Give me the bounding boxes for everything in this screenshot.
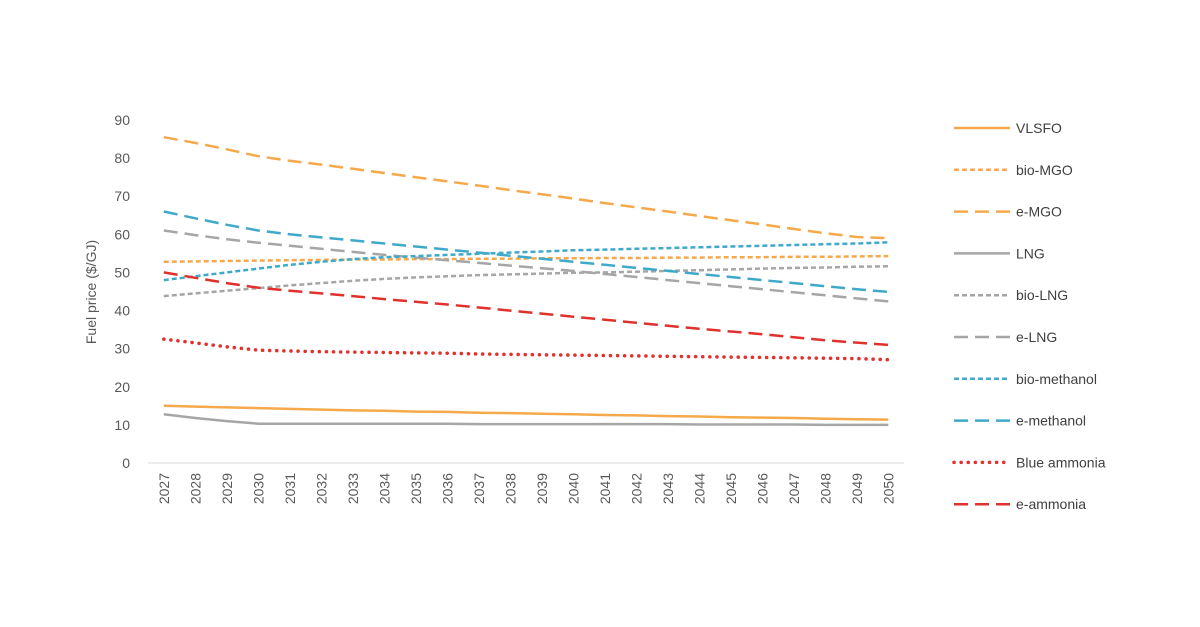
y-tick-label: 0 <box>122 455 130 471</box>
series-line-e-mgo <box>163 135 889 240</box>
x-tick-label: 2032 <box>313 473 329 504</box>
x-tick-label: 2047 <box>786 473 802 504</box>
x-tick-label: 2042 <box>628 473 644 504</box>
x-tick-label: 2031 <box>282 473 298 504</box>
y-tick-label: 70 <box>114 188 130 204</box>
x-tick-label: 2050 <box>880 473 896 504</box>
x-tick-label: 2029 <box>219 473 235 504</box>
x-tick-labels: 2027 2028 2029 2030 2031 2032 2033 2034 2035 2036… <box>156 473 897 504</box>
x-tick-label: 2043 <box>660 473 676 504</box>
series-line-e-ammonia <box>163 271 889 347</box>
y-tick-label: 60 <box>114 226 130 242</box>
legend-label: Blue ammonia <box>1016 454 1106 470</box>
y-tick-labels: 0 10 20 30 40 50 60 70 80 90 <box>114 112 130 471</box>
y-tick-label: 80 <box>114 150 130 166</box>
x-tick-label: 2030 <box>250 473 266 504</box>
y-tick-label: 20 <box>114 379 130 395</box>
x-tick-label: 2033 <box>345 473 361 504</box>
y-tick-label: 10 <box>114 417 130 433</box>
x-tick-label: 2040 <box>565 473 581 504</box>
legend-label: VLSFO <box>1016 120 1062 136</box>
legend-label: e-methanol <box>1016 413 1086 429</box>
legend-label: bio-MGO <box>1016 162 1073 178</box>
x-tick-label: 2034 <box>376 473 392 504</box>
x-tick-label: 2045 <box>723 473 739 504</box>
y-tick-label: 40 <box>114 303 130 319</box>
legend-label: e-ammonia <box>1016 496 1086 512</box>
series-lines <box>162 135 891 427</box>
x-tick-label: 2039 <box>534 473 550 504</box>
series-line-bio-mgo <box>163 254 889 264</box>
x-tick-label: 2027 <box>156 473 172 504</box>
x-tick-label: 2036 <box>439 473 455 504</box>
legend: VLSFO bio-MGO e-MGO LNG bio-LNG e-LNG bio-meth… <box>952 120 1106 512</box>
y-tick-label: 90 <box>114 112 130 128</box>
x-tick-label: 2048 <box>817 473 833 504</box>
x-tick-label: 2038 <box>502 473 518 504</box>
y-tick-label: 30 <box>114 341 130 357</box>
legend-label: e-LNG <box>1016 329 1057 345</box>
x-tick-label: 2044 <box>691 473 707 504</box>
series-line-lng <box>163 412 889 427</box>
x-tick-label: 2046 <box>754 473 770 504</box>
series-line-e-methanol <box>163 210 889 294</box>
series-line-bio-lng <box>163 265 889 298</box>
series-line-e-lng <box>163 229 889 303</box>
legend-label: bio-methanol <box>1016 371 1097 387</box>
series-line-bio-methanol <box>163 241 889 282</box>
x-tick-label: 2041 <box>597 473 613 504</box>
legend-label: e-MGO <box>1016 204 1062 220</box>
y-tick-label: 50 <box>114 264 130 280</box>
y-axis-title: Fuel price ($/GJ) <box>83 240 99 344</box>
x-tick-label: 2028 <box>187 473 203 504</box>
x-tick-label: 2049 <box>849 473 865 504</box>
legend-label: bio-LNG <box>1016 287 1068 303</box>
series-line-blue-ammonia <box>162 337 891 362</box>
series-line-vlsfo <box>163 404 889 421</box>
legend-label: LNG <box>1016 245 1045 261</box>
x-tick-label: 2035 <box>408 473 424 504</box>
x-tick-label: 2037 <box>471 473 487 504</box>
